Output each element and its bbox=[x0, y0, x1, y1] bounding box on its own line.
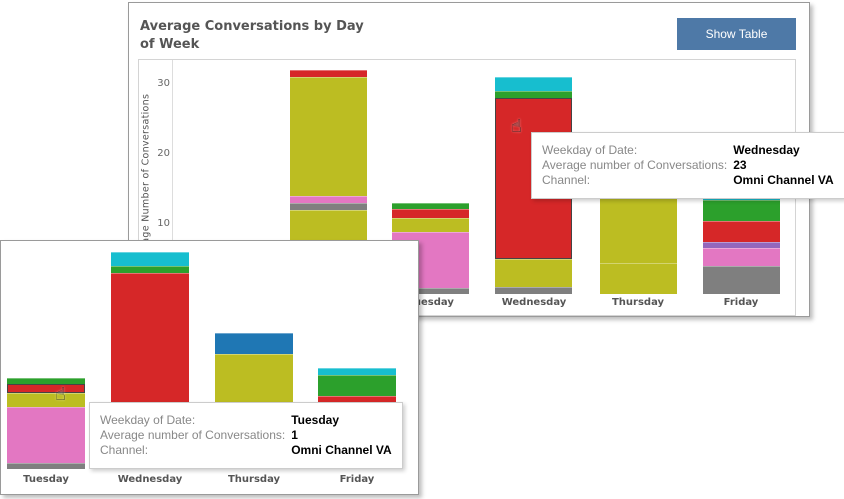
bar-segment-purple[interactable] bbox=[703, 241, 780, 248]
bar-segment-olive[interactable] bbox=[290, 77, 367, 196]
tooltip-value: Omni Channel VA bbox=[733, 173, 834, 187]
tooltip-value: Wednesday bbox=[733, 143, 800, 157]
bar-segment-green[interactable] bbox=[111, 266, 189, 273]
bar-segment-green[interactable] bbox=[392, 203, 469, 210]
y-tick-20: 20 bbox=[157, 148, 170, 159]
bar-segment-gray[interactable] bbox=[703, 266, 780, 294]
x-label-friday: Friday bbox=[339, 474, 375, 485]
x-label-wednesday: Wednesday bbox=[501, 297, 567, 308]
bar-segment-gray[interactable] bbox=[290, 203, 367, 210]
bar-segment-green[interactable] bbox=[318, 375, 396, 397]
chart-title: Average Conversations by Day of Week bbox=[140, 19, 364, 52]
x-label-thursday: Thursday bbox=[611, 297, 665, 308]
tooltip-key: Weekday of Date: bbox=[100, 413, 196, 427]
tooltip-wednesday: Weekday of Date: Wednesday Average number… bbox=[531, 132, 844, 199]
show-table-button[interactable]: Show Table bbox=[677, 18, 796, 50]
x-label-friday: Friday bbox=[723, 297, 759, 308]
tooltip-key: Weekday of Date: bbox=[542, 143, 638, 157]
x-label-tuesday: Tuesday bbox=[408, 297, 454, 308]
bar-segment-blue[interactable] bbox=[215, 333, 293, 355]
tooltip-tuesday: Weekday of Date: Tuesday Average number o… bbox=[89, 402, 403, 469]
bar-segment-red[interactable] bbox=[392, 209, 469, 218]
bar-segment-green[interactable] bbox=[7, 378, 85, 385]
bar-segment-gray[interactable] bbox=[7, 462, 85, 469]
bar-segment-olive[interactable] bbox=[7, 392, 85, 407]
y-tick-10: 10 bbox=[157, 218, 170, 229]
bar-segment-red[interactable] bbox=[7, 384, 85, 393]
bar-segment-gray[interactable] bbox=[495, 287, 572, 294]
bar-segment-cyan[interactable] bbox=[318, 368, 396, 376]
bar-segment-cyan[interactable] bbox=[495, 77, 572, 91]
bar-segment-green[interactable] bbox=[495, 91, 572, 98]
tooltip-value: Omni Channel VA bbox=[291, 443, 392, 457]
bar-tuesday[interactable] bbox=[7, 378, 85, 469]
y-axis-line bbox=[172, 60, 173, 294]
y-tick-30: 30 bbox=[157, 78, 170, 89]
bar-segment-gray[interactable] bbox=[392, 287, 469, 294]
tooltip-key: Channel: bbox=[542, 173, 591, 187]
bar-segment-pink[interactable] bbox=[7, 406, 85, 463]
bar-segment-cyan[interactable] bbox=[111, 252, 189, 266]
tooltip-value: 1 bbox=[291, 428, 298, 442]
tooltip-value: Tuesday bbox=[291, 413, 340, 427]
bottom-plot bbox=[7, 252, 396, 469]
hand-cursor-icon: ☝ bbox=[511, 116, 522, 137]
bar-segment-pink[interactable] bbox=[703, 247, 780, 266]
bar-segment-green[interactable] bbox=[703, 200, 780, 222]
bar-segment-olive[interactable] bbox=[495, 259, 572, 287]
bar-segment-red[interactable] bbox=[703, 221, 780, 242]
tooltip-value: 23 bbox=[733, 158, 747, 172]
tooltip-key: Average number of Conversations: bbox=[542, 158, 728, 172]
x-label-thursday: Thursday bbox=[227, 474, 281, 485]
bar-segment-olive[interactable] bbox=[392, 217, 469, 232]
bar-segment-red[interactable] bbox=[290, 70, 367, 77]
bar-segment-olive[interactable] bbox=[600, 263, 677, 294]
hand-cursor-icon: ☝ bbox=[55, 384, 66, 405]
x-label-tuesday: Tuesday bbox=[23, 474, 69, 485]
bar-segment-pink[interactable] bbox=[290, 196, 367, 203]
tooltip-key: Channel: bbox=[100, 443, 149, 457]
tooltip-key: Average number of Conversations: bbox=[100, 428, 286, 442]
x-label-wednesday: Wednesday bbox=[117, 474, 183, 485]
